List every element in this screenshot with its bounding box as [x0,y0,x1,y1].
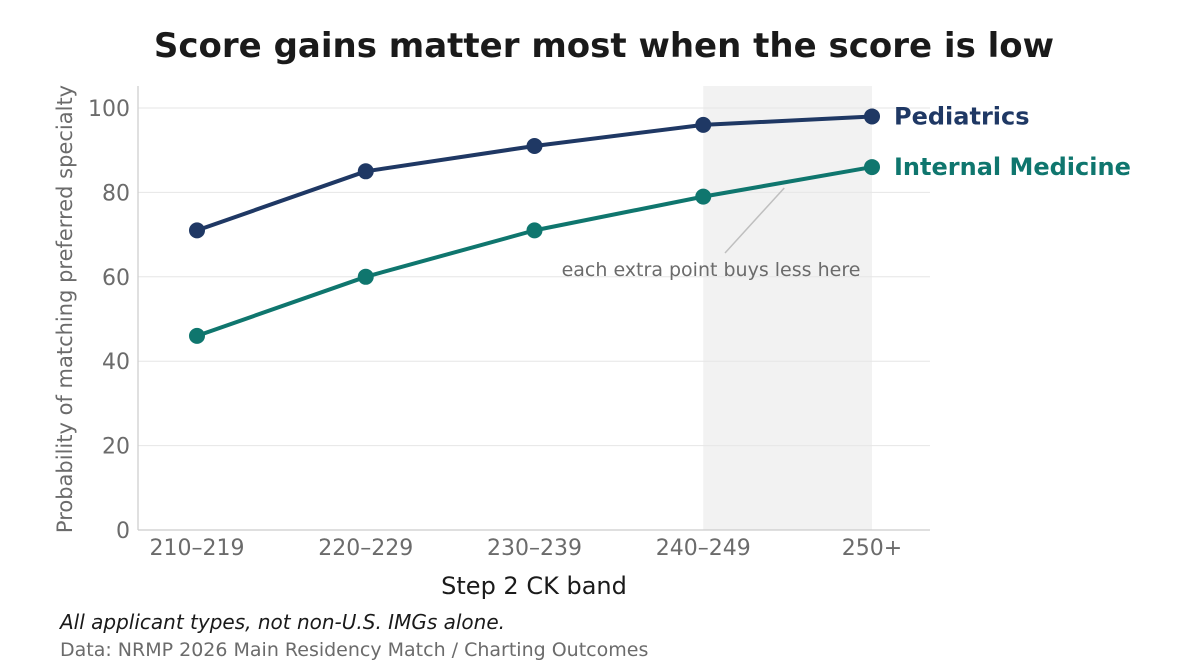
y-tick-label: 40 [102,350,130,375]
data-point [189,222,205,239]
x-axis-label: Step 2 CK band [441,572,627,600]
x-tick-labels: 210–219 220–229 230–239 240–249 250+ [150,536,903,561]
footnote: All applicant types, not non-U.S. IMGs a… [58,610,505,634]
series-label: Internal Medicine [894,153,1131,181]
x-tick-label: 210–219 [150,536,245,561]
y-tick-label: 20 [102,435,130,460]
x-tick-label: 220–229 [318,536,413,561]
series-group: Pediatrics Internal Medicine [189,102,1131,344]
data-point [357,163,374,180]
y-tick-label: 0 [116,519,130,544]
gridlines [138,107,930,447]
data-point [526,222,543,239]
annotation-pointer [724,187,785,254]
x-tick-label: 230–239 [487,536,582,561]
data-point [864,108,880,125]
series-pediatrics: Pediatrics [189,102,1030,239]
y-tick-label: 100 [88,97,130,122]
y-tick-label: 80 [102,181,130,206]
x-tick-label: 240–249 [656,536,751,561]
series-internal-medicine: Internal Medicine [189,153,1131,344]
y-tick-labels: 0 20 40 60 80 100 [88,97,130,544]
chart-title: Score gains matter most when the score i… [154,26,1054,66]
data-point [526,137,543,154]
annotation-text: each extra point buys less here [562,259,861,281]
data-point [189,327,205,344]
shaded-region [703,86,872,530]
data-point [864,159,880,176]
data-point [357,268,374,285]
y-tick-label: 60 [102,266,130,291]
source-note: Data: NRMP 2026 Main Residency Match / C… [60,639,648,661]
data-point [695,116,712,133]
data-point [695,188,712,205]
series-label: Pediatrics [894,102,1030,130]
x-tick-label: 250+ [842,536,902,561]
y-axis-label: Probability of matching preferred specia… [53,85,77,533]
